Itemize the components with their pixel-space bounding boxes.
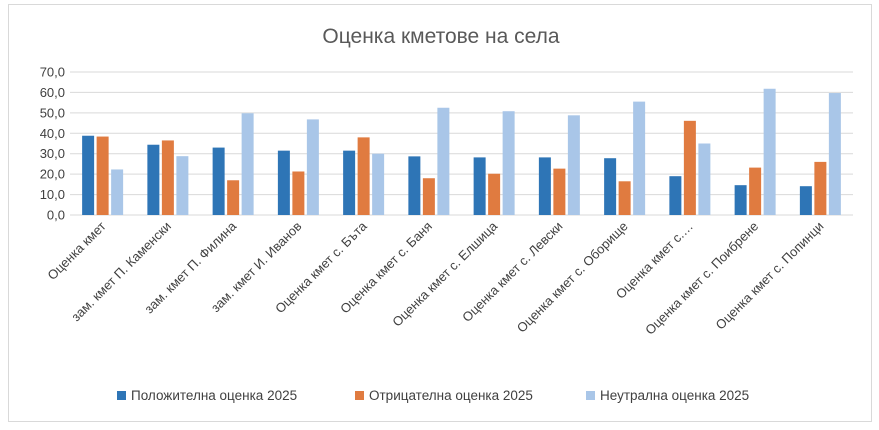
legend-label: Отрицателна оценка 2025 [369, 388, 533, 403]
bar [277, 150, 290, 215]
y-tick-label: 70,0 [40, 65, 65, 80]
bar [669, 176, 682, 215]
y-tick-label: 60,0 [40, 85, 65, 100]
legend-swatch [355, 391, 364, 400]
legend: Положителна оценка 2025 Отрицателна оценк… [117, 388, 749, 403]
bar [408, 156, 421, 215]
bar [437, 107, 450, 215]
x-tick-label: Оценка кмет с. Оборище [514, 219, 631, 336]
x-tick-label: Оценка кмет с. Поибрене [642, 219, 761, 338]
bar [698, 143, 711, 215]
legend-label: Неутрална оценка 2025 [600, 388, 749, 403]
x-tick-label: Оценка кмет с. Попинци [713, 219, 827, 333]
bar [538, 157, 551, 215]
y-tick-label: 20,0 [40, 167, 65, 182]
bar [241, 113, 254, 215]
bar [147, 144, 160, 215]
y-tick-label: 0,0 [47, 208, 65, 223]
chart-svg: Оценка кметове на села 0,0 10,0 20,0 30,0 40… [40, 25, 853, 403]
bar [227, 180, 240, 215]
bar [567, 115, 580, 215]
bar [799, 186, 812, 215]
bar [372, 153, 385, 215]
legend-swatch [117, 391, 126, 400]
bar [111, 169, 124, 215]
bar [96, 136, 109, 215]
bar [161, 140, 174, 215]
y-tick-label: 50,0 [40, 105, 65, 120]
bar [814, 161, 827, 215]
bar [422, 178, 435, 215]
bar [82, 135, 95, 215]
bar [683, 120, 696, 215]
chart-title: Оценка кметове на села [322, 25, 560, 48]
bar [828, 93, 841, 215]
bar [212, 147, 225, 215]
grid [70, 71, 853, 216]
y-tick-label: 40,0 [40, 126, 65, 141]
bars [82, 88, 841, 215]
y-tick-label: 30,0 [40, 146, 65, 161]
chart-frame: Оценка кметове на села 0,0 10,0 20,0 30,0 40… [8, 4, 872, 422]
bar [292, 171, 305, 215]
bar [763, 88, 776, 215]
y-tick-label: 10,0 [40, 187, 65, 202]
x-tick-label: Оценка кмет с. Елшица [389, 218, 501, 330]
bar [473, 157, 486, 215]
bar [306, 119, 319, 215]
bar [553, 168, 566, 215]
bar [343, 150, 356, 215]
y-axis-ticks: 0,0 10,0 20,0 30,0 40,0 50,0 60,0 70,0 [40, 65, 65, 223]
bar [176, 156, 189, 215]
x-tick-label: Оценка кмет [44, 218, 108, 282]
bar [357, 137, 370, 215]
bar [618, 181, 631, 215]
bar [604, 158, 617, 215]
bar [633, 101, 646, 215]
bar [749, 167, 762, 215]
legend-swatch [586, 391, 595, 400]
bar [502, 111, 515, 215]
legend-label: Положителна оценка 2025 [131, 388, 297, 403]
bar [488, 173, 501, 215]
bar [734, 185, 747, 215]
